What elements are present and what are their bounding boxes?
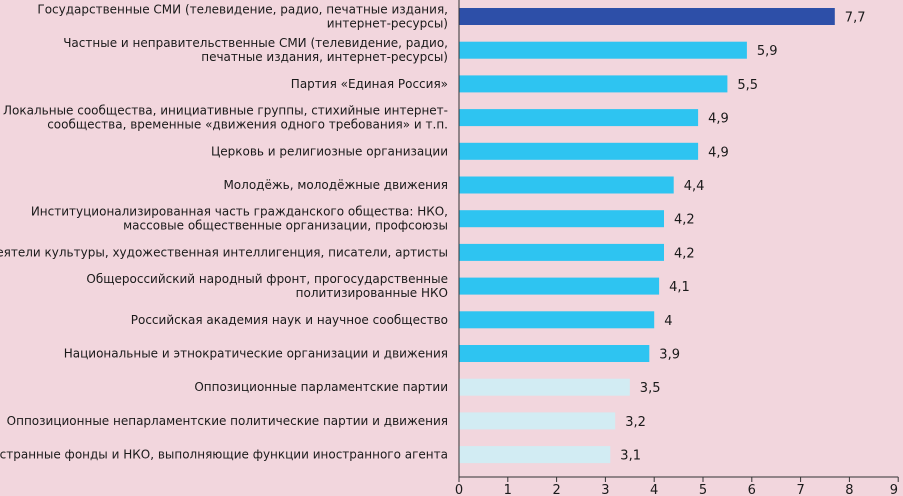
category-label-10: Национальные и этнократические организац…: [64, 347, 448, 361]
x-tick-label-6: 6: [748, 483, 756, 496]
category-label-9: Российская академия наук и научное сообщ…: [131, 313, 448, 327]
bar-4: [459, 142, 699, 160]
value-label-1: 5,9: [757, 44, 778, 59]
value-label-12: 3,2: [625, 415, 646, 430]
x-tick-label-9: 9: [890, 483, 898, 496]
category-label-3-line-0: Локальные сообщества, инициативные групп…: [3, 104, 448, 118]
category-label-0-line-0: Государственные СМИ (телевидение, радио,…: [37, 3, 448, 17]
x-tick-label-2: 2: [552, 483, 560, 496]
value-label-2: 5,5: [737, 78, 758, 93]
category-label-1: Частные и неправительственные СМИ (телев…: [63, 36, 448, 64]
category-label-8-line-1: политизированные НКО: [296, 286, 448, 300]
value-label-13: 3,1: [620, 449, 641, 464]
x-tick-label-3: 3: [601, 483, 609, 496]
x-tick-label-1: 1: [504, 483, 512, 496]
bar-8: [459, 277, 660, 295]
x-tick-label-0: 0: [455, 483, 463, 496]
x-tick-label-8: 8: [845, 483, 853, 496]
value-label-0: 7,7: [845, 11, 866, 26]
bar-11: [459, 378, 630, 396]
bar-0: [459, 8, 835, 25]
category-label-4: Церковь и религиозные организации: [211, 144, 448, 158]
category-label-5: Молодёжь, молодёжные движения: [223, 178, 448, 192]
category-label-12: Оппозиционные непарламентские политическ…: [7, 414, 448, 428]
category-label-0: Государственные СМИ (телевидение, радио,…: [37, 3, 448, 31]
category-label-6-line-0: Институционализированная часть гражданск…: [31, 205, 448, 219]
bar-10: [459, 345, 650, 362]
category-label-3: Локальные сообщества, инициативные групп…: [3, 104, 448, 132]
bar-12: [459, 412, 616, 430]
value-label-3: 4,9: [708, 112, 729, 127]
value-label-8: 4,1: [669, 280, 690, 295]
category-label-3-line-1: сообщества, временные «движения одного т…: [47, 118, 448, 132]
bar-9: [459, 311, 655, 329]
category-label-0-line-1: интернет-ресурсы): [327, 17, 448, 31]
value-label-4: 4,9: [708, 145, 729, 160]
bar-5: [459, 176, 674, 194]
x-tick-label-4: 4: [650, 483, 658, 496]
category-label-6-line-1: массовые общественные организации, профс…: [123, 219, 448, 233]
category-label-7: Деятели культуры, художественная интелли…: [0, 245, 448, 259]
value-label-5: 4,4: [684, 179, 705, 194]
category-label-1-line-1: печатные издания, интернет-ресурсы): [201, 50, 448, 64]
bar-1: [459, 41, 747, 59]
bar-2: [459, 75, 728, 93]
bar-6: [459, 210, 664, 228]
category-label-2: Партия «Единая Россия»: [291, 77, 448, 91]
value-label-7: 4,2: [674, 246, 695, 261]
bar-13: [459, 446, 611, 464]
category-label-1-line-0: Частные и неправительственные СМИ (телев…: [63, 36, 448, 50]
category-label-8: Общероссийский народный фронт, прогосуда…: [86, 272, 448, 300]
bar-3: [459, 109, 699, 127]
value-label-11: 3,5: [640, 381, 661, 396]
x-tick-label-5: 5: [699, 483, 707, 496]
category-label-11: Оппозиционные парламентские партии: [194, 380, 448, 394]
x-tick-label-7: 7: [796, 483, 804, 496]
category-label-6: Институционализированная часть гражданск…: [31, 205, 448, 233]
category-label-8-line-0: Общероссийский народный фронт, прогосуда…: [86, 272, 448, 286]
category-label-13: Иностранные фонды и НКО, выполняющие фун…: [0, 448, 448, 462]
value-label-9: 4: [664, 314, 672, 329]
bar-7: [459, 243, 664, 261]
value-label-10: 3,9: [659, 348, 680, 363]
value-label-6: 4,2: [674, 213, 695, 228]
